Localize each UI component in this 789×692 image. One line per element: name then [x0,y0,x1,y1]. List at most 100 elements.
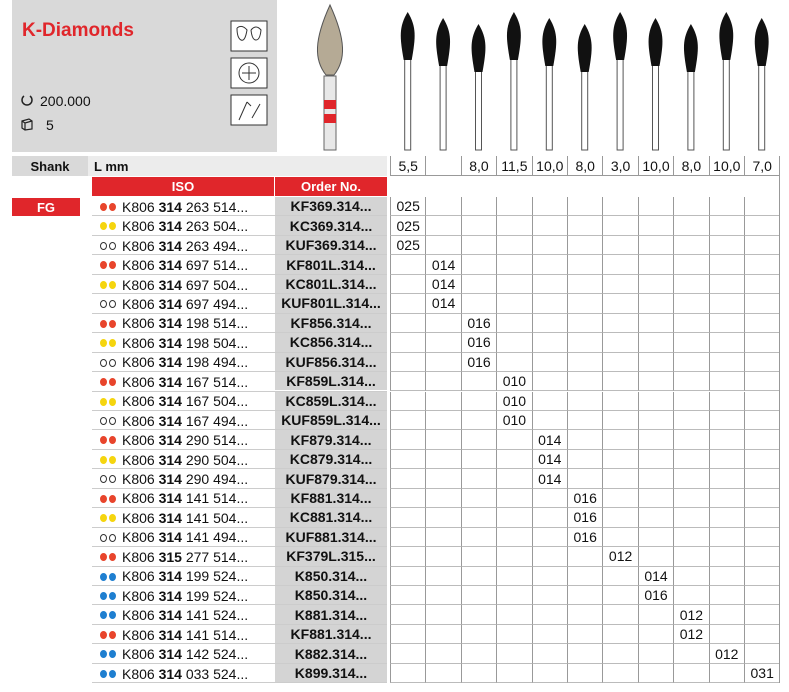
length-cell: 8,0 [460,156,497,176]
size-cell [567,430,603,450]
size-cell [744,566,780,586]
iso-prefix: K806 [122,237,155,254]
size-cell [637,605,674,625]
iso-number: K806 314 290 494... [122,469,248,488]
order-number: KUF801L.314... [275,294,387,313]
size-cell [637,663,674,684]
grid-right [779,156,781,684]
speed-icon [21,95,33,106]
size-cell [567,547,603,567]
size-cell [390,586,426,606]
size-cell [673,313,709,334]
order-number: KF379L.315... [275,547,387,566]
size-cell [460,469,497,489]
order-number: KC879.314... [275,449,387,469]
size-cell [460,605,497,625]
dot [100,533,107,542]
order-number: KC859L.314... [275,391,387,410]
iso-number: K806 314 697 514... [122,255,248,274]
size-cell [496,508,532,528]
iso-suffix: 199 524... [185,587,249,604]
size-cell [390,469,426,489]
size-cell: 014 [531,449,567,470]
size-cell [744,605,780,625]
size-cell [637,430,674,450]
shank-fg: FG [12,198,80,216]
row-line [92,507,387,509]
dot [109,514,116,523]
size-cell [496,274,532,295]
size-cell [390,274,426,295]
size-cell [567,605,603,625]
dot [109,455,116,464]
size-cell [567,294,603,314]
size-cell: 016 [567,488,603,509]
size-cell [496,333,532,353]
iso-number: K806 314 167 494... [122,411,248,430]
row-line [92,565,387,567]
row-line [92,273,387,275]
size-cell [673,586,709,606]
size-cell [637,527,674,548]
size-cell [673,391,709,411]
size-cell [673,352,709,373]
dot [109,261,116,270]
dot [109,436,116,445]
size-cell [390,508,426,528]
size-cell [708,624,744,645]
size-cell [425,449,461,470]
iso-number: K806 314 263 514... [122,197,248,216]
iso-prefix: K806 [122,354,155,371]
bur-images [316,3,769,151]
size-cell: 016 [567,508,603,528]
size-cell [602,644,638,664]
size-cell [567,352,603,373]
dot [100,572,107,581]
size-cell [602,274,638,295]
order-number: K882.314... [275,644,387,663]
size-cell [460,430,497,450]
size-cell [637,333,674,353]
size-cell: 010 [496,391,532,411]
size-cell [708,469,744,489]
size-cell [708,197,744,217]
size-cell [602,235,638,256]
iso-suffix: 199 524... [185,568,249,585]
iso-prefix: K806 [122,568,155,585]
size-cell [496,235,532,256]
size-cell [602,294,638,314]
row-line [92,585,387,586]
iso-suffix: 141 514... [185,626,249,643]
size-cell [496,624,532,645]
size-cell [673,255,709,275]
dots [100,378,118,387]
iso-group: 314 [158,295,182,312]
dot [100,358,107,367]
dot [109,416,116,425]
iso-group: 314 [158,451,182,468]
dot [100,475,107,484]
bur-icon [719,12,734,151]
order-number: KC369.314... [275,216,387,235]
bur-icon [506,12,521,151]
size-cell: 012 [673,605,709,625]
iso-number: K806 314 141 504... [122,508,248,527]
size-cell [390,488,426,509]
size-cell [708,255,744,275]
iso-suffix: 198 494... [185,354,249,371]
iso-number: K806 314 697 494... [122,294,248,313]
iso-suffix: 167 504... [185,393,249,410]
size-cell [496,605,532,625]
size-cell [744,430,780,450]
size-cell [531,352,567,373]
size-cell [567,566,603,586]
size-cell [637,294,674,314]
order-number: KF881.314... [275,488,387,508]
size-cell [673,216,709,236]
dot [100,300,107,309]
size-cell [708,235,744,256]
size-cell: 014 [531,469,567,489]
dot [109,494,116,503]
dot [109,630,116,639]
size-cell: 016 [637,586,674,606]
